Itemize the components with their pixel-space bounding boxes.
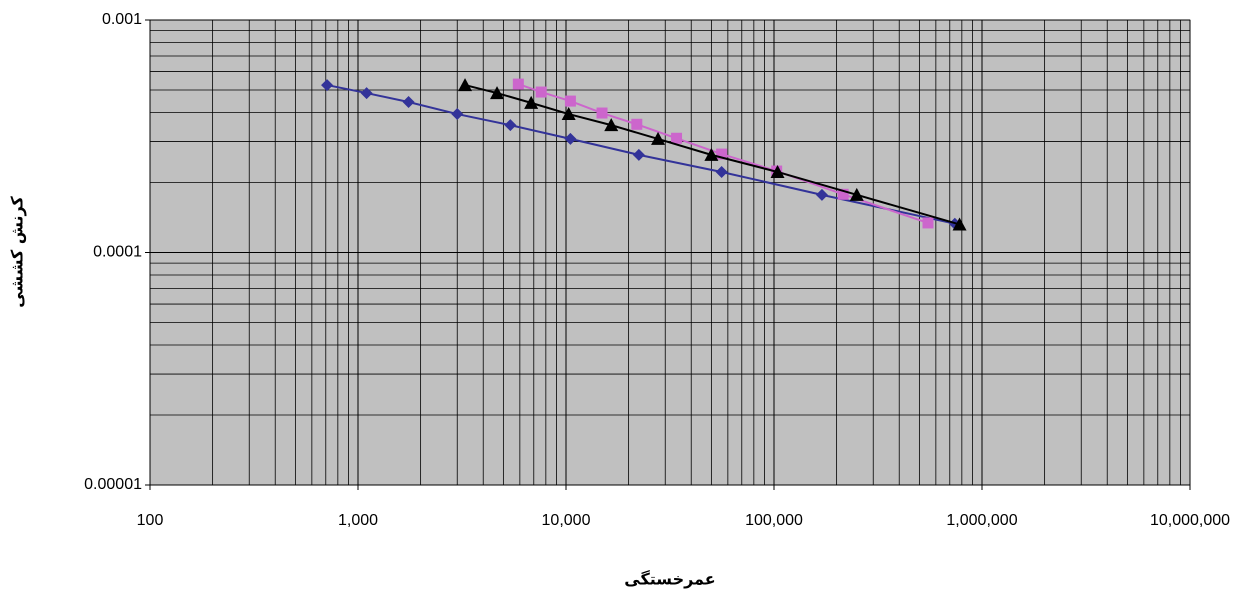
point	[490, 86, 505, 100]
point	[671, 132, 683, 144]
y-tick-label: 0.00001	[84, 476, 142, 493]
point	[451, 108, 464, 121]
point	[564, 132, 577, 145]
point	[632, 148, 645, 161]
series-line	[518, 83, 929, 224]
x-tick-label: 100,000	[745, 512, 803, 529]
y-axis-title: کرنش کششی	[8, 196, 27, 308]
point	[402, 95, 415, 108]
point	[651, 131, 666, 145]
x-axis-title: عمرخستگی	[624, 570, 715, 589]
point	[596, 107, 608, 119]
y-tick-label: 0.001	[102, 11, 142, 28]
point	[952, 217, 967, 231]
point	[604, 118, 619, 132]
point	[458, 78, 473, 92]
point	[716, 148, 728, 160]
x-tick-label: 1,000	[338, 512, 378, 529]
point	[321, 79, 334, 92]
point	[770, 164, 785, 178]
point	[704, 147, 719, 161]
point	[849, 187, 864, 201]
point	[922, 217, 934, 229]
point	[535, 86, 547, 98]
x-tick-label: 1,000,000	[946, 512, 1017, 529]
point	[360, 87, 373, 100]
point	[561, 107, 576, 121]
point	[504, 119, 517, 132]
y-tick-label: 0.0001	[93, 244, 142, 261]
point	[564, 95, 576, 107]
x-tick-label: 10,000,000	[1150, 512, 1230, 529]
point	[715, 165, 728, 178]
point	[524, 95, 539, 109]
x-tick-label: 10,000	[542, 512, 591, 529]
series-line	[464, 84, 960, 226]
point	[512, 78, 524, 90]
series-line	[326, 84, 956, 225]
point	[815, 188, 828, 201]
point	[631, 118, 643, 130]
point	[837, 188, 849, 200]
x-tick-label: 100	[137, 512, 164, 529]
